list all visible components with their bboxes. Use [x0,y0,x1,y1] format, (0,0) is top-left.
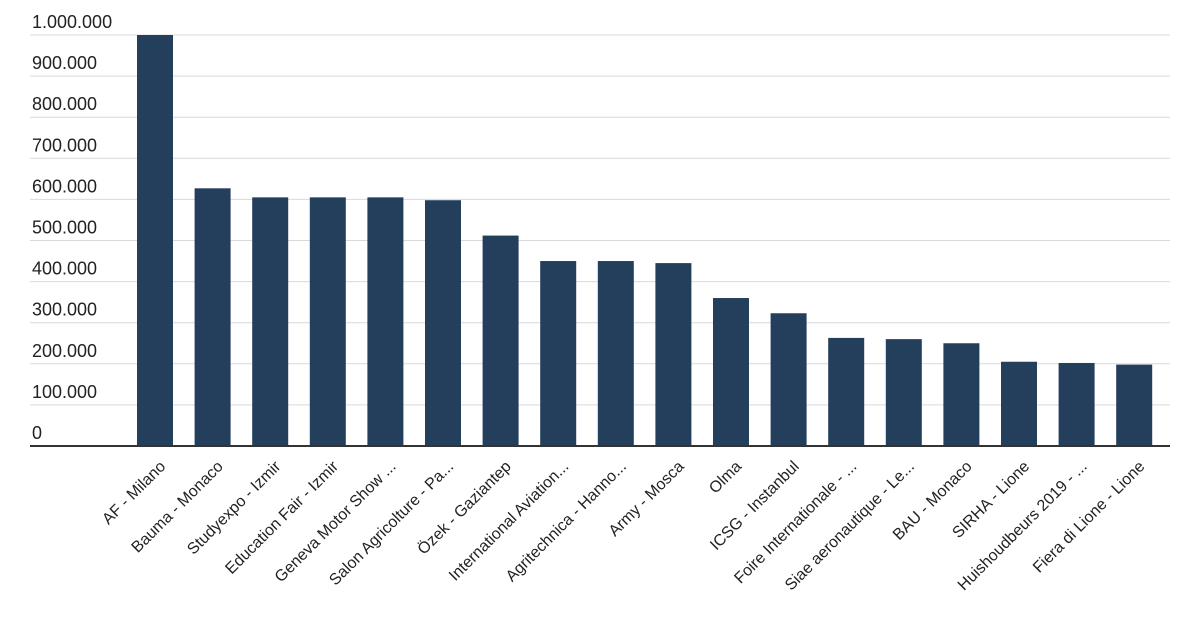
y-tick-label: 800.000 [32,94,97,114]
y-tick-label: 300.000 [32,300,97,320]
bar [1001,361,1037,446]
y-tick-label: 200.000 [32,341,97,361]
bar [1058,362,1095,446]
y-tick-label: 500.000 [32,218,97,238]
bar [1116,364,1153,446]
bar [309,197,346,446]
bar [194,188,231,447]
x-tick-label: Olma [706,458,745,497]
bar [367,197,404,446]
x-tick-label: Education Fair - Izmir [222,458,342,578]
x-tick-label: Fiera di Lione - Lione [1030,458,1148,576]
bar [597,261,634,446]
bar [425,200,461,446]
bar [252,197,289,446]
y-tick-label: 100.000 [32,382,97,402]
bar [943,343,980,446]
bar [655,263,692,446]
bar [482,235,519,446]
bars [137,35,1153,447]
bar [713,298,749,446]
y-tick-label: 400.000 [32,259,97,279]
y-tick-label: 1.000.000 [32,12,112,32]
y-axis-tick-labels: 0 100.000 200.000 300.000 400.000 500.000 600.… [32,12,112,443]
y-tick-label: 700.000 [32,135,97,155]
y-tick-label: 0 [32,423,42,443]
y-tick-label: 900.000 [32,53,97,73]
bar [770,313,807,446]
bar [885,339,922,446]
y-tick-label: 600.000 [32,176,97,196]
bar [137,35,173,446]
x-tick-label: Özek - Gaziantep [414,457,515,558]
bar [828,337,865,446]
bar [540,261,577,446]
